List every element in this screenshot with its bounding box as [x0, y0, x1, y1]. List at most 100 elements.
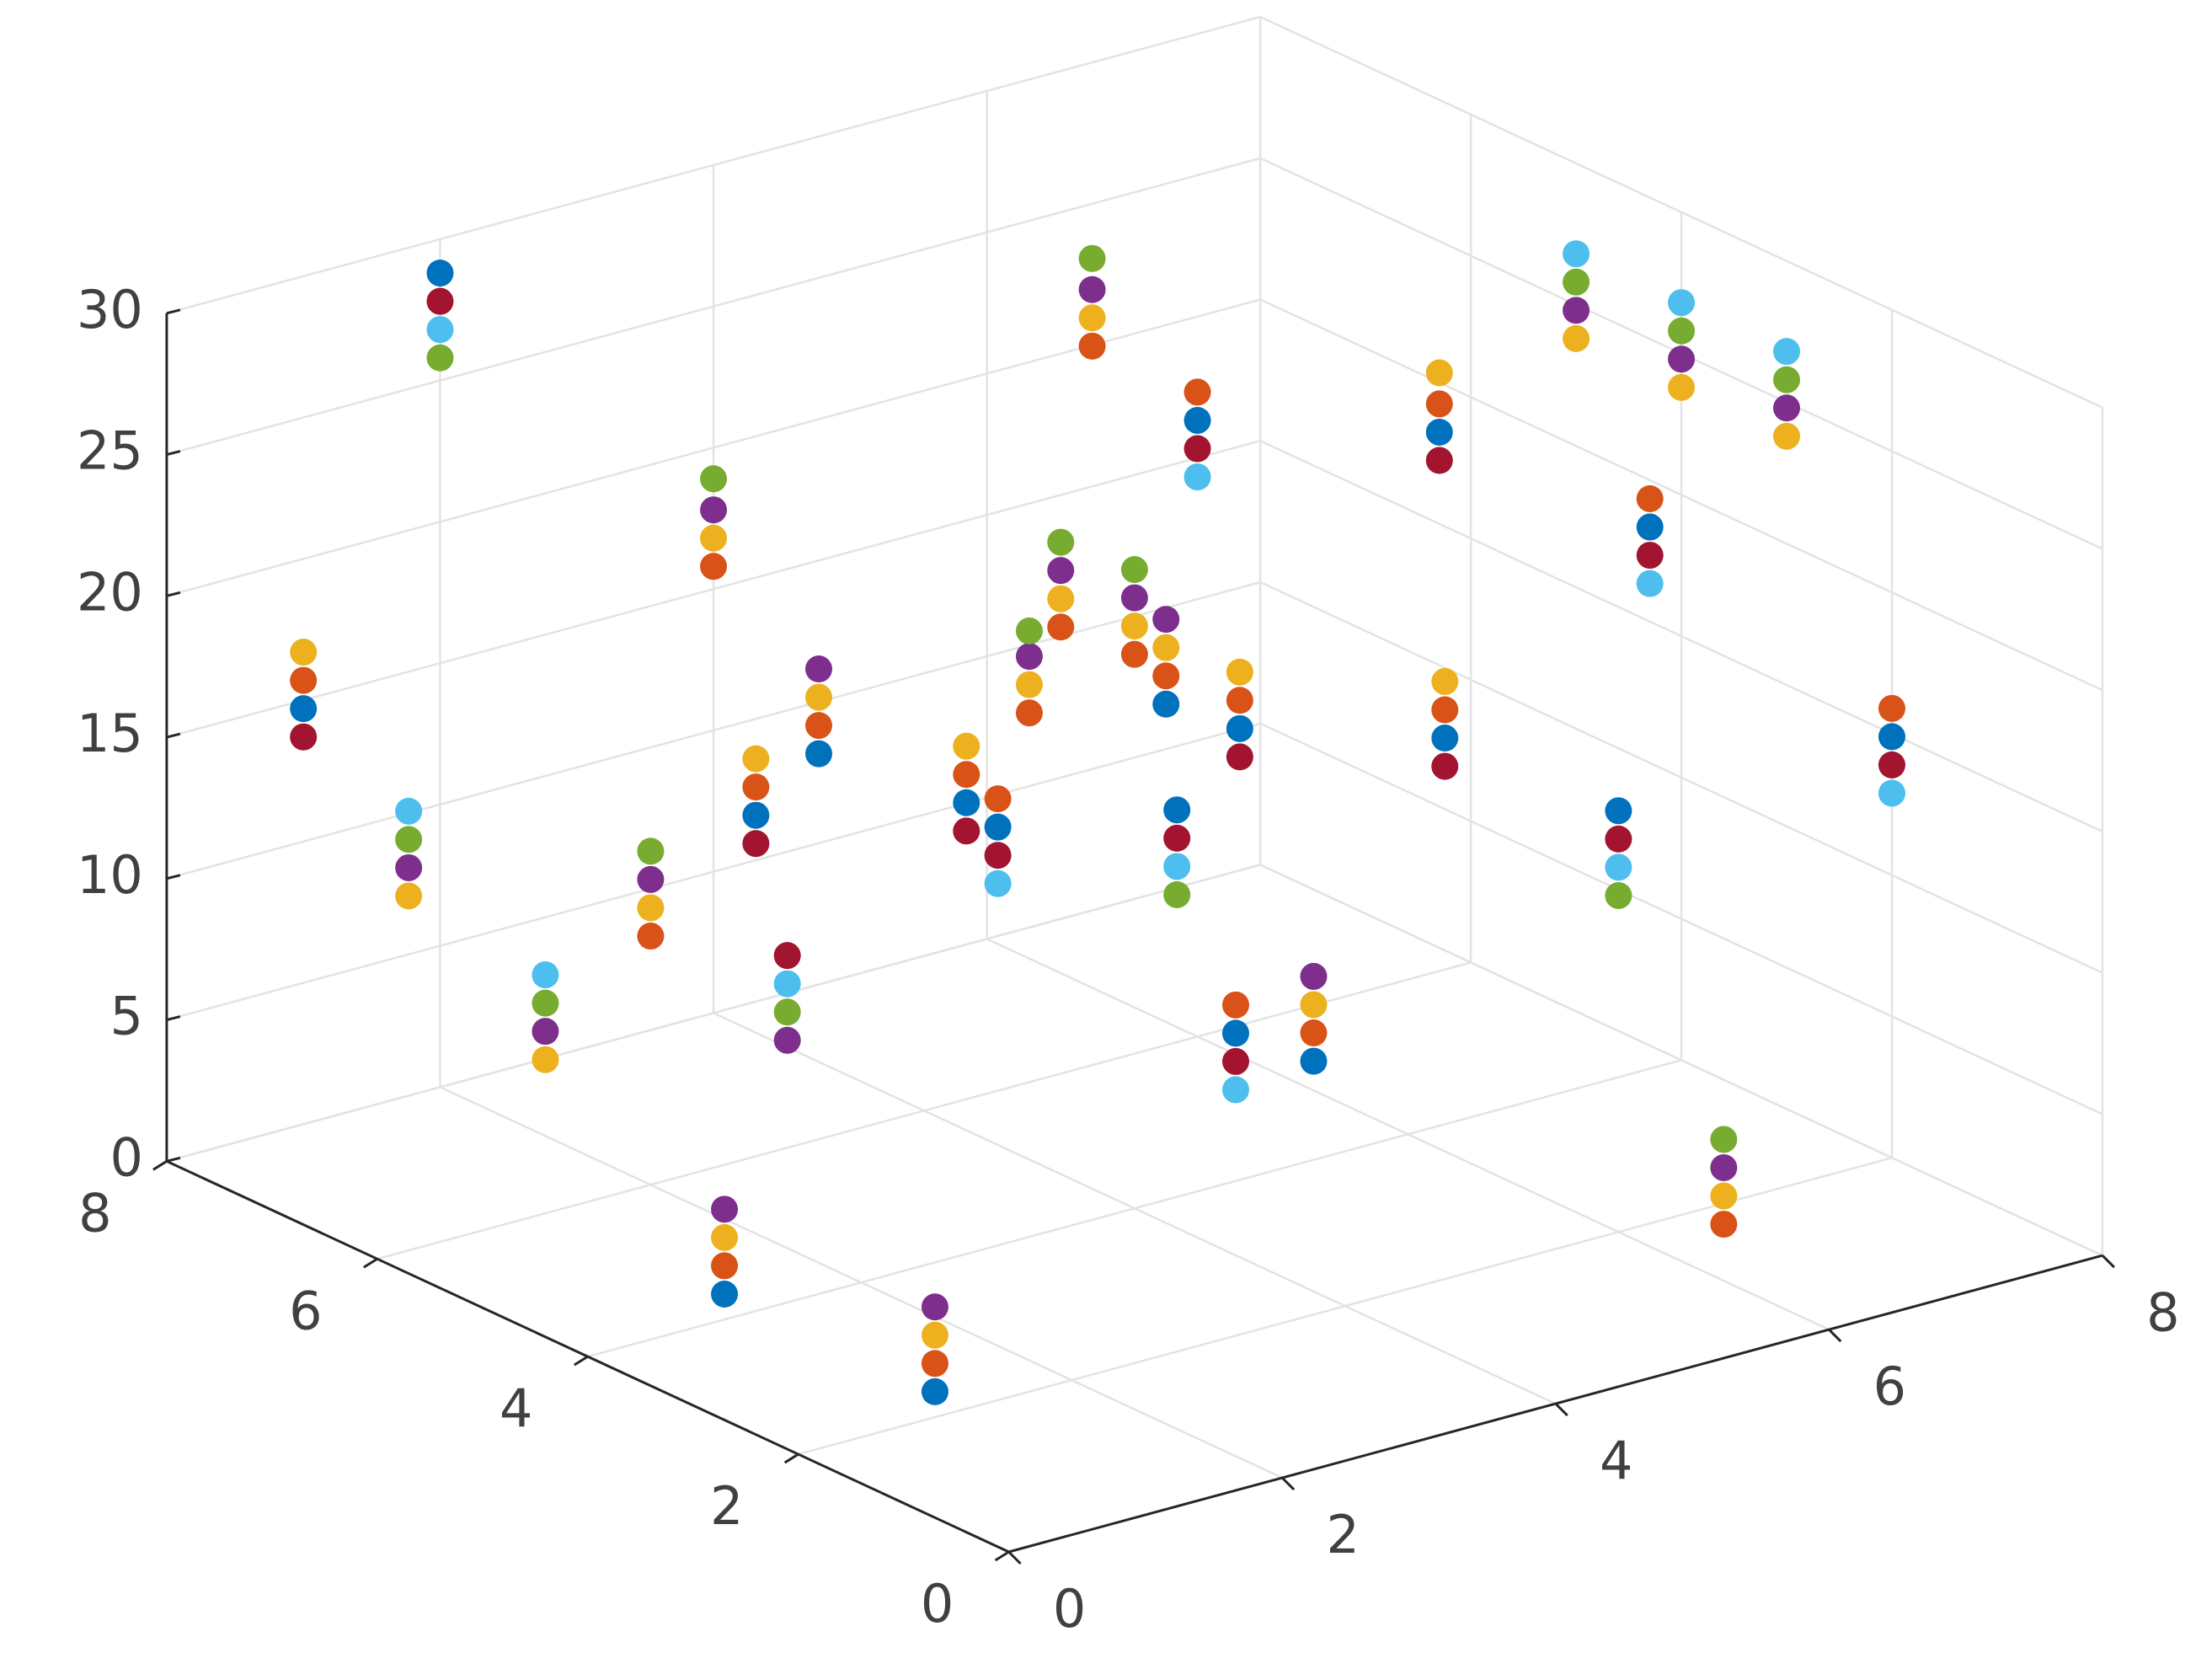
z-tick [166, 591, 181, 597]
point [1152, 634, 1180, 661]
point [1047, 613, 1075, 641]
x-tick [1007, 1550, 1022, 1565]
point [1636, 542, 1664, 570]
point [953, 789, 980, 816]
grid-line [166, 440, 1261, 739]
point [921, 1377, 948, 1405]
x-tick-label: 6 [1873, 1356, 1906, 1417]
z-tick-label: 10 [77, 844, 143, 906]
point [1163, 796, 1191, 824]
point [1605, 881, 1632, 909]
point [1431, 696, 1459, 724]
point [1015, 671, 1043, 698]
point [1163, 880, 1191, 908]
y-tick [573, 1355, 589, 1367]
point [1431, 667, 1459, 695]
point [742, 745, 770, 773]
point [637, 837, 665, 865]
point [1636, 570, 1664, 597]
point [1078, 304, 1106, 332]
point [1152, 662, 1180, 690]
point [637, 923, 665, 950]
point [1605, 797, 1632, 825]
point [1773, 366, 1801, 393]
point [1152, 690, 1180, 718]
point [1120, 556, 1148, 584]
z-tick-label: 5 [110, 986, 142, 1047]
y-tick-label: 4 [500, 1377, 532, 1439]
point [1226, 743, 1253, 771]
point [1878, 723, 1905, 751]
x-tick [1554, 1403, 1568, 1417]
point [426, 287, 454, 315]
y-tick [994, 1550, 1010, 1562]
z-tick-label: 20 [77, 561, 143, 623]
point [1183, 463, 1211, 491]
point [805, 655, 833, 683]
point [637, 865, 665, 893]
point [1710, 1182, 1738, 1210]
point [700, 496, 728, 524]
point [1605, 825, 1632, 853]
x-tick [1828, 1329, 1842, 1343]
x-tick [1281, 1476, 1296, 1491]
point [773, 1026, 801, 1054]
point [1300, 1047, 1328, 1075]
z-tick [166, 874, 181, 880]
point [1668, 317, 1696, 345]
point [1226, 658, 1253, 686]
point [711, 1196, 739, 1223]
point [1636, 484, 1664, 512]
point [773, 998, 801, 1026]
point [1078, 275, 1106, 303]
grid-line [587, 1059, 1682, 1358]
point [1605, 853, 1632, 881]
point [1183, 378, 1211, 406]
point [1878, 694, 1905, 722]
grid-line [166, 15, 1261, 315]
point [426, 259, 454, 287]
y-tick-label: 0 [921, 1573, 954, 1634]
point [805, 683, 833, 711]
point [953, 817, 980, 845]
point [426, 344, 454, 372]
point [711, 1252, 739, 1280]
point [1431, 725, 1459, 752]
grid-line [1259, 298, 2103, 692]
point [805, 740, 833, 768]
point [1015, 617, 1043, 645]
grid-line [166, 298, 1261, 597]
point [1226, 687, 1253, 714]
point [532, 961, 559, 989]
point [984, 842, 1012, 869]
y-tick-label: 6 [289, 1280, 322, 1341]
y-tick-label: 2 [710, 1475, 743, 1537]
z-tick [166, 1156, 181, 1163]
point [1773, 338, 1801, 366]
point [1636, 513, 1664, 541]
point [1120, 584, 1148, 612]
point [1425, 359, 1453, 387]
point [773, 942, 801, 970]
point [1221, 1076, 1249, 1104]
point [1710, 1126, 1738, 1153]
point [1047, 585, 1075, 613]
point [290, 666, 318, 694]
point [805, 712, 833, 740]
x-tick-label: 4 [1600, 1430, 1632, 1491]
point [1668, 345, 1696, 373]
z-tick [166, 308, 181, 315]
point [637, 894, 665, 922]
point [1710, 1211, 1738, 1238]
point [953, 732, 980, 760]
point [395, 853, 423, 881]
point [700, 553, 728, 580]
point [921, 1321, 948, 1349]
point [1773, 422, 1801, 450]
point [984, 869, 1012, 897]
point [1563, 324, 1590, 352]
grid-line [1259, 864, 2103, 1257]
point [1221, 1047, 1249, 1075]
point [1047, 528, 1075, 556]
